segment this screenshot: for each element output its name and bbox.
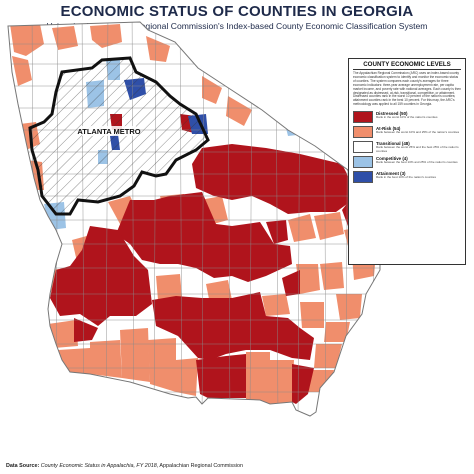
- legend-label: Distressed (50): [376, 111, 408, 117]
- legend: COUNTY ECONOMIC LEVELS The Appalachian R…: [348, 58, 466, 265]
- legend-swatch: [353, 111, 373, 124]
- legend-note: Rank in the best 10% of the nation's cou…: [376, 175, 436, 180]
- county-at-risk: [296, 264, 320, 294]
- legend-label: Competitive (4): [376, 156, 408, 162]
- county-at-risk: [12, 56, 32, 86]
- county-at-risk: [270, 360, 294, 404]
- legend-label: At-Risk (54): [376, 126, 401, 132]
- county-at-risk: [202, 76, 222, 104]
- source-publication: County Economic Status in Appalachia, FY…: [40, 463, 157, 469]
- county-at-risk: [90, 24, 122, 48]
- county-at-risk: [320, 262, 344, 290]
- legend-note: Rank in the worst 10% of the nation's co…: [376, 115, 438, 120]
- county-at-risk: [246, 352, 270, 404]
- georgia-outline: [7, 21, 381, 417]
- legend-item-distressed: Distressed (50) Rank in the worst 10% of…: [353, 111, 461, 124]
- county-at-risk: [262, 294, 290, 316]
- county-distressed: [282, 270, 300, 296]
- county-at-risk: [10, 24, 44, 56]
- legend-title: COUNTY ECONOMIC LEVELS: [353, 59, 461, 70]
- county-at-risk: [314, 344, 342, 368]
- county-distressed: [192, 144, 358, 214]
- legend-label: Attainment (3): [376, 171, 406, 177]
- map-title: ECONOMIC STATUS OF COUNTIES IN GEORGIA: [60, 3, 414, 20]
- county-distressed: [292, 364, 314, 404]
- metro-label: ATLANTA METRO: [77, 127, 140, 136]
- metro-label-bg: [82, 126, 136, 136]
- county-at-risk: [120, 328, 150, 382]
- county-distressed: [152, 292, 314, 360]
- legend-note: Rank between the worst 25% and the best …: [376, 145, 459, 153]
- county-at-risk: [90, 340, 122, 378]
- county-distressed: [196, 354, 246, 398]
- county-distressed: [50, 226, 152, 326]
- source-suffix: , Appalachian Regional Commission: [156, 463, 244, 469]
- legend-swatch: [353, 156, 373, 169]
- county-distressed: [74, 318, 98, 342]
- georgia-county-map: ATLANTA METRO: [7, 21, 381, 417]
- county-at-risk: [300, 302, 324, 328]
- legend-item-transitional: Transitional (48) Rank between the worst…: [353, 141, 461, 154]
- county-at-risk: [336, 294, 362, 320]
- legend-label: Transitional (48): [376, 141, 410, 147]
- county-at-risk: [146, 36, 170, 62]
- legend-item-competitive: Competitive (4) Rank between the best 10…: [353, 156, 461, 169]
- atlanta-metro-outline: [28, 56, 210, 216]
- legend-note: Rank between the worst 10% and 25% of th…: [376, 130, 460, 135]
- legend-swatch: [353, 126, 373, 139]
- county-at-risk: [148, 338, 176, 392]
- county-at-risk: [324, 322, 350, 342]
- county-at-risk: [176, 358, 198, 396]
- legend-item-attainment: Attainment (3) Rank in the best 10% of t…: [353, 171, 461, 184]
- legend-item-at-risk: At-Risk (54) Rank between the worst 10% …: [353, 126, 461, 139]
- legend-note: Rank between the best 10% and 25% of the…: [376, 160, 458, 165]
- legend-swatch: [353, 171, 373, 184]
- county-at-risk: [288, 214, 316, 242]
- county-at-risk: [156, 274, 182, 300]
- source-prefix: Data Source:: [6, 463, 41, 469]
- data-source-note: Data Source: County Economic Status in A…: [6, 463, 243, 469]
- county-at-risk: [314, 212, 344, 240]
- map-subtitle: Using the Appalachian Regional Commissio…: [46, 21, 428, 31]
- county-at-risk: [226, 96, 252, 126]
- county-distressed: [116, 192, 292, 282]
- legend-swatch: [353, 141, 373, 154]
- legend-description: The Appalachian Regional Commission (ARC…: [353, 71, 461, 107]
